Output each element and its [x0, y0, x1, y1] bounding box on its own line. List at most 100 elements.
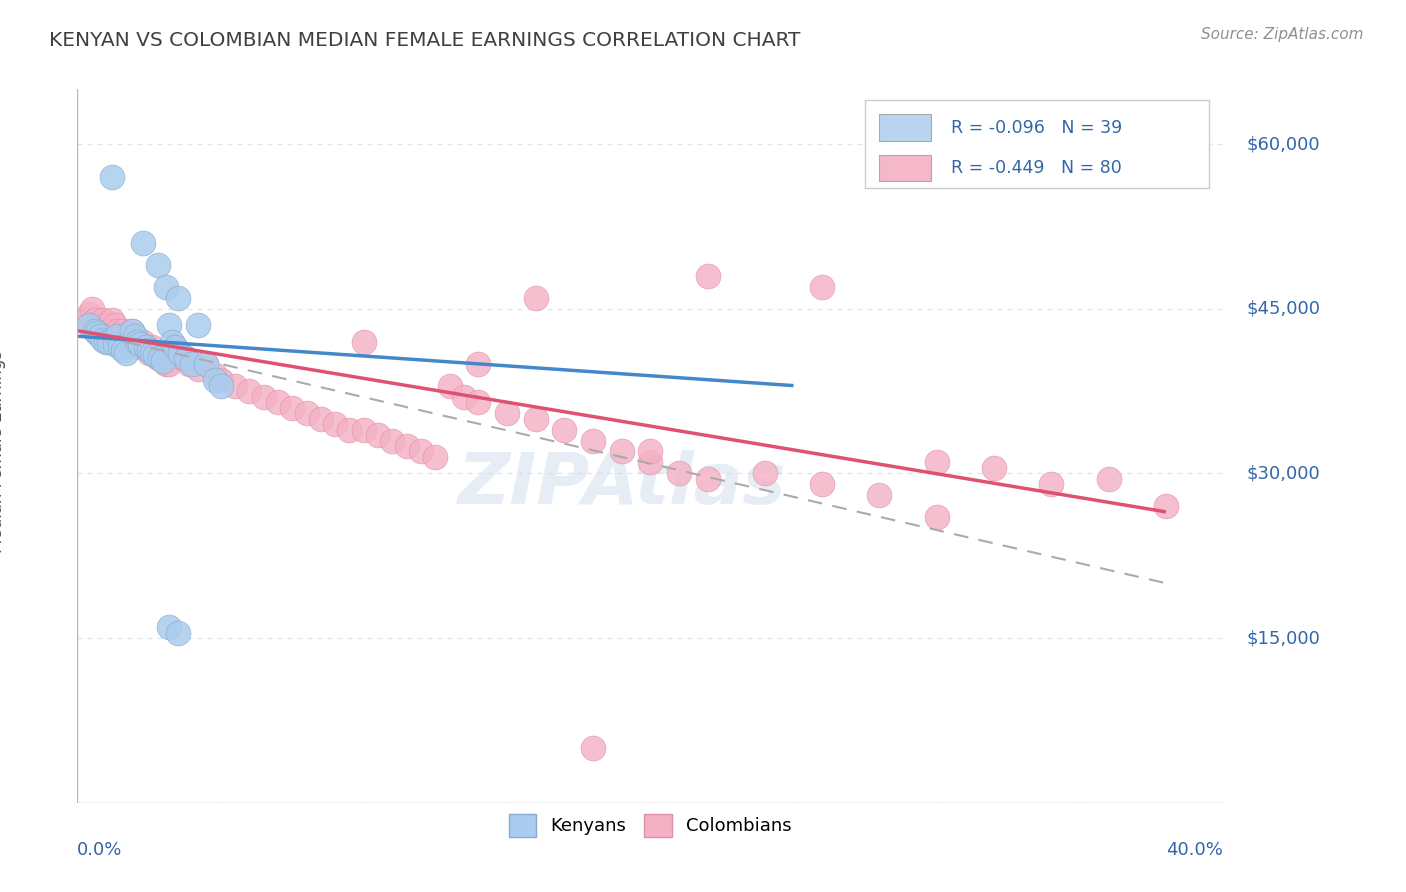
Text: R = -0.449   N = 80: R = -0.449 N = 80: [950, 160, 1122, 178]
Point: [129, 337, 152, 351]
Point: [132, 235, 155, 250]
Point: [339, 423, 361, 437]
Point: [582, 434, 605, 448]
Point: [209, 378, 232, 392]
Point: [80, 301, 103, 316]
Point: [425, 450, 447, 464]
Point: [83, 324, 105, 338]
FancyBboxPatch shape: [865, 100, 1209, 188]
Text: $15,000: $15,000: [1246, 629, 1320, 647]
Point: [91, 333, 114, 347]
Point: [524, 291, 547, 305]
Point: [124, 329, 146, 343]
Point: [467, 395, 489, 409]
Point: [157, 357, 180, 371]
Point: [209, 373, 232, 387]
Point: [112, 324, 135, 338]
Point: [107, 324, 129, 338]
Point: [869, 488, 891, 502]
Point: [146, 258, 169, 272]
Point: [353, 334, 375, 349]
Point: [367, 428, 389, 442]
Point: [411, 444, 433, 458]
Point: [160, 334, 183, 349]
Point: [353, 423, 375, 437]
Point: [163, 340, 186, 354]
Point: [155, 357, 177, 371]
Point: [238, 384, 260, 398]
Point: [157, 318, 180, 333]
Point: [135, 340, 157, 354]
Point: [640, 444, 662, 458]
Point: [146, 351, 169, 366]
Text: $60,000: $60,000: [1246, 135, 1320, 153]
Point: [141, 340, 163, 354]
Point: [103, 318, 125, 333]
Point: [395, 439, 418, 453]
Point: [696, 268, 718, 283]
Bar: [880, 114, 931, 141]
Point: [811, 477, 834, 491]
Point: [439, 378, 461, 392]
Point: [121, 324, 143, 338]
Point: [103, 337, 125, 351]
Text: KENYAN VS COLOMBIAN MEDIAN FEMALE EARNINGS CORRELATION CHART: KENYAN VS COLOMBIAN MEDIAN FEMALE EARNIN…: [49, 31, 800, 50]
Point: [381, 434, 404, 448]
Point: [110, 329, 132, 343]
Point: [86, 326, 108, 340]
Point: [75, 312, 97, 326]
Point: [467, 357, 489, 371]
Point: [166, 291, 188, 305]
Text: $30,000: $30,000: [1246, 465, 1320, 483]
Legend: Kenyans, Colombians: Kenyans, Colombians: [502, 807, 799, 844]
Point: [453, 390, 475, 404]
Point: [138, 345, 160, 359]
Point: [77, 307, 100, 321]
Point: [127, 334, 149, 349]
Point: [129, 340, 152, 354]
Point: [610, 444, 633, 458]
Point: [195, 357, 218, 371]
Point: [86, 318, 108, 333]
Point: [195, 357, 218, 371]
Point: [152, 354, 174, 368]
Point: [155, 280, 177, 294]
Point: [553, 423, 575, 437]
Point: [983, 461, 1005, 475]
Point: [112, 343, 135, 358]
Text: Source: ZipAtlas.com: Source: ZipAtlas.com: [1201, 27, 1364, 42]
Point: [149, 351, 172, 366]
Point: [754, 467, 776, 481]
Point: [91, 312, 114, 326]
Point: [152, 351, 174, 366]
Point: [141, 345, 163, 359]
Point: [496, 406, 519, 420]
Point: [97, 324, 120, 338]
Point: [143, 348, 166, 362]
Point: [127, 334, 149, 349]
Point: [100, 169, 122, 184]
Text: ZIPAtlas: ZIPAtlas: [457, 450, 786, 519]
Point: [696, 472, 718, 486]
Text: $45,000: $45,000: [1246, 300, 1320, 318]
Point: [149, 345, 172, 359]
Point: [582, 740, 605, 755]
Point: [97, 334, 120, 349]
Point: [281, 401, 304, 415]
Point: [309, 411, 332, 425]
Point: [143, 345, 166, 359]
Point: [121, 324, 143, 338]
Point: [138, 343, 160, 358]
Point: [110, 340, 132, 354]
Text: Median Female Earnings: Median Female Earnings: [0, 350, 6, 553]
Point: [89, 329, 111, 343]
Point: [668, 467, 690, 481]
Text: 40.0%: 40.0%: [1167, 841, 1223, 859]
Point: [187, 318, 209, 333]
Point: [267, 395, 290, 409]
Point: [180, 357, 204, 371]
Point: [169, 345, 191, 359]
Point: [132, 334, 155, 349]
Point: [187, 362, 209, 376]
Point: [204, 373, 226, 387]
